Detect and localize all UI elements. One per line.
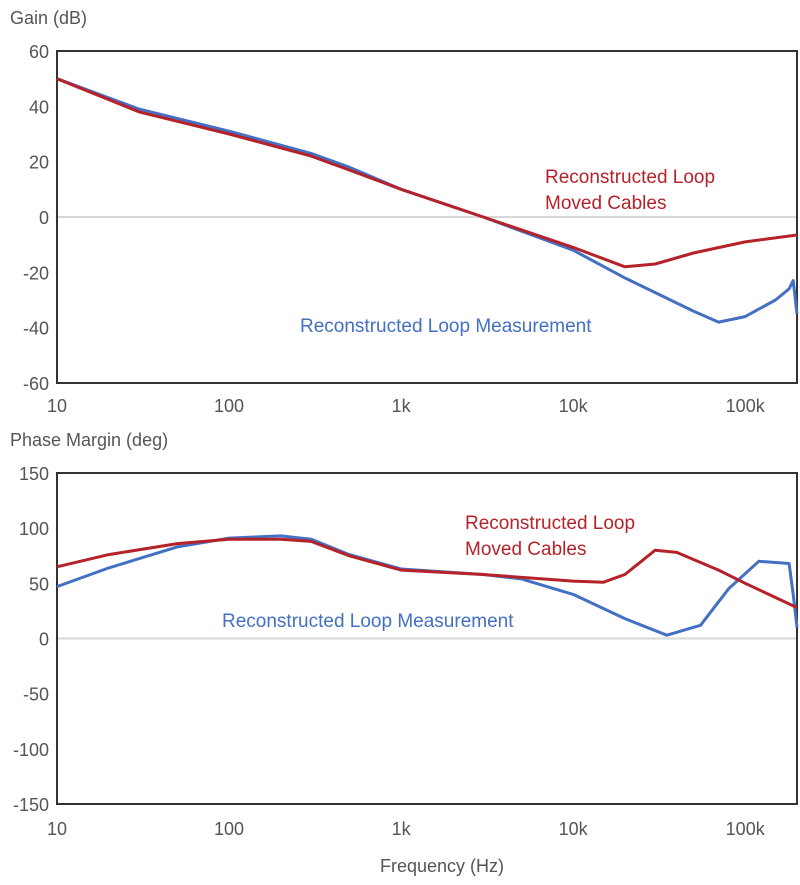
y-tick-label: 20 — [29, 153, 49, 173]
series-annotation: Reconstructed Loop Measurement — [222, 611, 514, 632]
x-axis-title: Frequency (Hz) — [380, 856, 504, 876]
x-tick-label: 1k — [392, 819, 412, 839]
y-tick-label: 100 — [19, 519, 49, 539]
y-tick-label: -20 — [23, 263, 49, 283]
y-axis-title: Gain (dB) — [10, 8, 87, 28]
series-annotation: Reconstructed Loop — [465, 513, 635, 534]
y-tick-label: 0 — [39, 208, 49, 228]
x-tick-label: 1k — [392, 396, 412, 416]
y-tick-label: 150 — [19, 464, 49, 484]
y-tick-label: 50 — [29, 574, 49, 594]
x-tick-label: 10k — [559, 819, 589, 839]
series-line-measurement — [56, 77, 799, 324]
y-tick-label: 60 — [29, 42, 49, 62]
series-line-moved-cables — [56, 537, 798, 609]
plot-frame — [56, 50, 798, 384]
y-tick-label: -100 — [13, 740, 49, 760]
x-tick-label: 100 — [214, 819, 244, 839]
y-axis-title: Phase Margin (deg) — [10, 430, 168, 450]
y-tick-label: 0 — [39, 630, 49, 650]
y-tick-label: -150 — [13, 795, 49, 815]
x-tick-label: 100 — [214, 396, 244, 416]
y-tick-label: -60 — [23, 374, 49, 394]
y-tick-label: -50 — [23, 685, 49, 705]
series-annotation: Reconstructed Loop Measurement — [300, 316, 592, 337]
y-tick-label: -40 — [23, 319, 49, 339]
plot-frame — [56, 472, 798, 805]
x-tick-label: 10 — [47, 396, 67, 416]
x-tick-label: 100k — [726, 396, 766, 416]
series-annotation: Reconstructed Loop — [545, 167, 715, 188]
x-tick-label: 10k — [559, 396, 589, 416]
y-tick-label: 40 — [29, 97, 49, 117]
x-tick-label: 10 — [47, 819, 67, 839]
series-annotation: Moved Cables — [545, 193, 666, 214]
series-annotation: Moved Cables — [465, 539, 586, 560]
series-line-moved-cables — [56, 77, 798, 269]
x-tick-label: 100k — [726, 819, 766, 839]
